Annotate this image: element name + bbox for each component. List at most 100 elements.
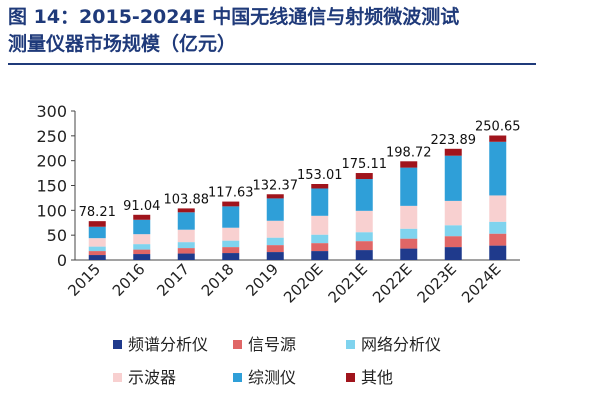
total-data-label: 91.04 bbox=[123, 199, 160, 214]
bar-segment-5 bbox=[400, 167, 418, 206]
total-data-label: 117.63 bbox=[208, 186, 254, 201]
legend-label: 示波器 bbox=[128, 368, 176, 387]
bar-segment-4 bbox=[266, 220, 284, 238]
legend-swatch bbox=[233, 340, 242, 349]
bar-segment-5 bbox=[489, 141, 507, 196]
bar-segment-2 bbox=[177, 248, 195, 254]
y-tick-label: 100 bbox=[36, 201, 67, 220]
x-tick-label: 2015 bbox=[64, 260, 104, 300]
x-tick-label: 2016 bbox=[109, 260, 149, 300]
bar-segment-6 bbox=[88, 221, 106, 227]
bar-segment-1 bbox=[133, 254, 151, 260]
bar-segment-2 bbox=[266, 245, 284, 253]
bar-segment-1 bbox=[400, 248, 418, 260]
legend-swatch bbox=[346, 340, 355, 349]
x-tick-label: 2022E bbox=[369, 260, 415, 306]
bar-segment-1 bbox=[311, 251, 329, 260]
bar-segment-3 bbox=[177, 242, 195, 249]
x-tick-label: 2017 bbox=[153, 260, 193, 300]
bar-segment-4 bbox=[88, 238, 106, 247]
bar-segment-4 bbox=[311, 215, 329, 235]
legend-label: 信号源 bbox=[248, 335, 296, 354]
bar-segment-4 bbox=[400, 205, 418, 229]
bar-segment-4 bbox=[177, 229, 195, 243]
bar-segment-2 bbox=[88, 251, 106, 256]
legend-label: 其他 bbox=[361, 368, 393, 387]
total-data-label: 198.72 bbox=[386, 145, 432, 160]
title-line-1: 图 14：2015-2024E 中国无线通信与射频微波测试 bbox=[8, 6, 460, 28]
bar-segment-3 bbox=[311, 234, 329, 244]
bar-segment-2 bbox=[222, 247, 240, 254]
y-tick-label: 250 bbox=[36, 127, 67, 146]
bar-segment-3 bbox=[266, 237, 284, 246]
total-data-label: 103.88 bbox=[164, 192, 210, 207]
bar-segment-6 bbox=[266, 194, 284, 199]
bar-segment-6 bbox=[355, 173, 373, 180]
bar-segment-6 bbox=[444, 148, 462, 156]
bar-segment-4 bbox=[489, 195, 507, 222]
bar-segment-3 bbox=[133, 244, 151, 250]
bar-segment-6 bbox=[222, 201, 240, 207]
legend-swatch bbox=[346, 373, 355, 382]
bar-segment-4 bbox=[355, 210, 373, 233]
y-tick-label: 300 bbox=[36, 102, 67, 121]
bar-segment-2 bbox=[444, 236, 462, 248]
legend-label: 综测仪 bbox=[248, 368, 296, 387]
x-tick-label: 2019 bbox=[242, 260, 282, 300]
bar-segment-6 bbox=[133, 214, 151, 220]
total-data-label: 153.01 bbox=[297, 168, 343, 183]
total-data-label: 250.65 bbox=[475, 120, 521, 135]
bar-segment-6 bbox=[489, 135, 507, 142]
bar-segment-4 bbox=[222, 227, 240, 241]
bar-segment-1 bbox=[88, 255, 106, 260]
bar-segment-5 bbox=[355, 179, 373, 211]
bar-segment-1 bbox=[444, 247, 462, 260]
legend-swatch bbox=[113, 373, 122, 382]
legend-label: 频谱分析仪 bbox=[128, 335, 208, 354]
bar-segment-5 bbox=[133, 219, 151, 235]
bar-segment-3 bbox=[444, 225, 462, 237]
y-tick-label: 50 bbox=[47, 226, 67, 245]
x-tick-label: 2023E bbox=[414, 260, 460, 306]
bar-segment-2 bbox=[133, 249, 151, 255]
bar-segment-2 bbox=[311, 243, 329, 252]
bar-segment-3 bbox=[400, 228, 418, 239]
y-tick-label: 200 bbox=[36, 152, 67, 171]
x-tick-label: 2021E bbox=[325, 260, 371, 306]
legend-swatch bbox=[113, 340, 122, 349]
bar-segment-4 bbox=[133, 234, 151, 245]
bar-segment-1 bbox=[222, 253, 240, 260]
bar-segment-4 bbox=[444, 200, 462, 226]
bar-segment-2 bbox=[489, 233, 507, 246]
x-tick-label: 2020E bbox=[280, 260, 326, 306]
bar-segment-1 bbox=[355, 250, 373, 260]
x-tick-label: 2018 bbox=[198, 260, 238, 300]
bar-segment-5 bbox=[177, 212, 195, 230]
bar-segment-5 bbox=[266, 198, 284, 221]
legend-swatch bbox=[233, 373, 242, 382]
y-tick-label: 0 bbox=[57, 251, 67, 270]
bar-segment-5 bbox=[222, 206, 240, 228]
y-tick-label: 150 bbox=[36, 177, 67, 196]
bar-segment-2 bbox=[355, 241, 373, 251]
bar-segment-3 bbox=[489, 221, 507, 234]
total-data-label: 78.21 bbox=[79, 205, 116, 220]
bar-segment-1 bbox=[177, 253, 195, 260]
title-divider bbox=[8, 63, 536, 65]
legend-label: 网络分析仪 bbox=[361, 335, 441, 354]
bar-segment-1 bbox=[489, 245, 507, 260]
total-data-label: 132.37 bbox=[253, 178, 299, 193]
title-line-2: 测量仪器市场规模（亿元） bbox=[8, 33, 237, 55]
bar-segment-3 bbox=[222, 240, 240, 248]
chart-title: 图 14：2015-2024E 中国无线通信与射频微波测试 测量仪器市场规模（亿… bbox=[8, 4, 548, 58]
bar-segment-3 bbox=[88, 246, 106, 252]
bar-segment-5 bbox=[444, 155, 462, 201]
bar-segment-3 bbox=[355, 232, 373, 242]
bar-segment-6 bbox=[177, 208, 195, 213]
bar-segment-6 bbox=[400, 161, 418, 168]
x-tick-label: 2024E bbox=[458, 260, 504, 306]
bar-segment-6 bbox=[311, 184, 329, 189]
bar-segment-5 bbox=[88, 226, 106, 239]
bar-segment-1 bbox=[266, 252, 284, 260]
